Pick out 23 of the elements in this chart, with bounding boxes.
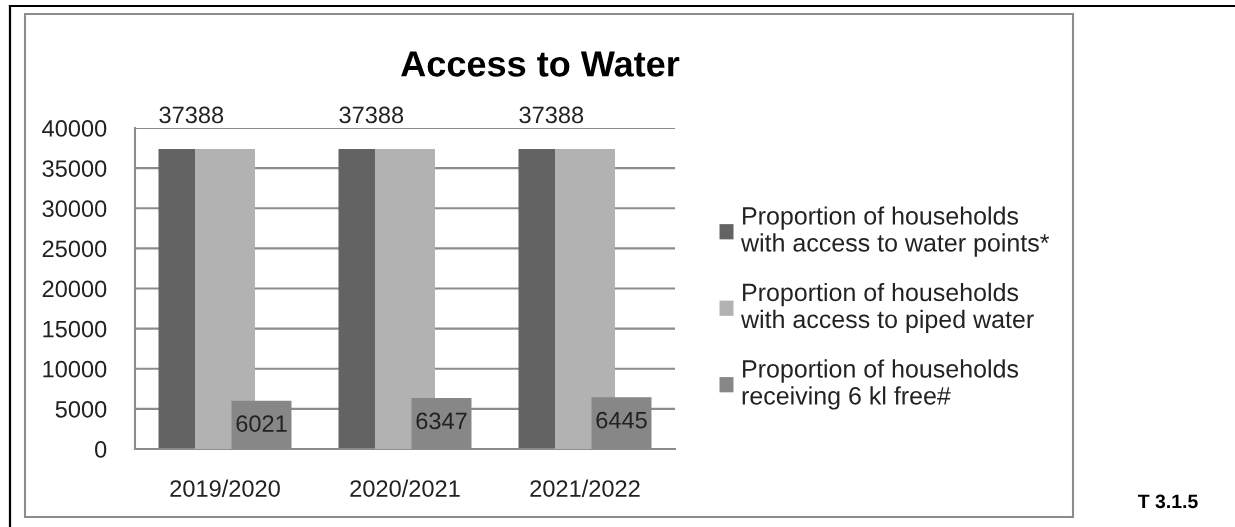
y-tick-label: 0 bbox=[95, 441, 107, 458]
legend-label: Proportion of households with access to water points* bbox=[740, 206, 1050, 257]
chart-title: Access to Water bbox=[401, 51, 680, 77]
y-tick-label: 5000 bbox=[55, 400, 107, 418]
x-tick-label: 2019/2020 bbox=[170, 479, 280, 497]
legend-label: Proportion of households with access to piped water bbox=[740, 282, 1034, 334]
data-label: 6021 bbox=[236, 415, 287, 432]
x-tick-label: 2020/2021 bbox=[350, 479, 460, 497]
data-label: 37388 bbox=[519, 106, 584, 124]
data-label: 6347 bbox=[416, 412, 467, 430]
data-label: 37388 bbox=[339, 106, 404, 124]
text: T 3.1.5 bbox=[1137, 494, 1198, 509]
y-tick-label: 25000 bbox=[42, 240, 107, 258]
legend-label: Proportion of households receiving 6 kl free# bbox=[742, 359, 1019, 410]
data-label: 6445 bbox=[596, 411, 647, 429]
y-tick-label: 30000 bbox=[42, 200, 107, 218]
y-tick-label: 15000 bbox=[43, 320, 107, 338]
y-tick-label: 20000 bbox=[42, 280, 107, 298]
x-tick-label: 2021/2022 bbox=[530, 479, 640, 497]
y-tick-label: 40000 bbox=[42, 120, 107, 137]
y-tick-label: 10000 bbox=[43, 360, 107, 378]
data-label: 37388 bbox=[159, 106, 224, 124]
y-tick-label: 35000 bbox=[42, 160, 107, 177]
